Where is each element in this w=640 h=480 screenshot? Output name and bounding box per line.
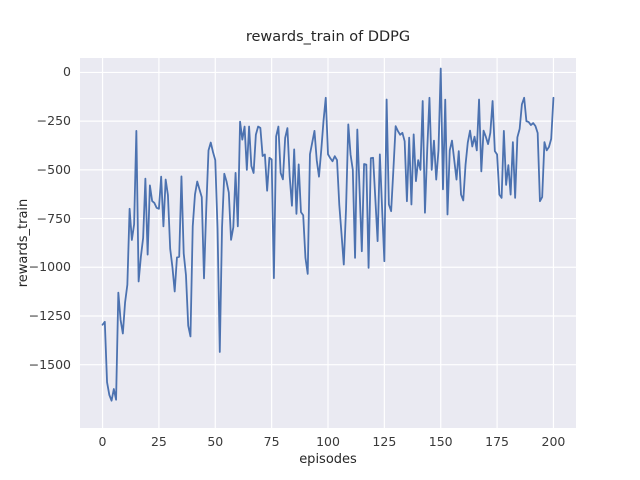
x-tick-label: 75 xyxy=(263,434,280,449)
y-tick-label: −1250 xyxy=(28,307,71,323)
x-tick-label: 100 xyxy=(316,434,340,449)
x-tick-label: 125 xyxy=(372,434,397,449)
x-tick-label: 175 xyxy=(485,434,509,449)
y-tick-label: 0 xyxy=(63,64,71,80)
series-line-rewards_train xyxy=(101,67,555,402)
x-axis-label: episodes xyxy=(299,452,357,467)
x-tick-label: 0 xyxy=(98,434,107,449)
plot-canvas xyxy=(80,58,576,428)
y-tick-label: −1000 xyxy=(28,259,71,275)
chart-title: rewards_train of DDPG xyxy=(245,29,411,45)
x-tick-label: 150 xyxy=(428,434,453,449)
x-tick-label: 200 xyxy=(541,434,566,449)
plot-area xyxy=(80,58,576,428)
x-tick-label: 25 xyxy=(150,434,167,449)
y-axis-label: rewards_train xyxy=(16,198,31,288)
y-tick-label: −250 xyxy=(36,113,71,129)
y-tick-label: −750 xyxy=(36,210,71,226)
y-tick-label: −1500 xyxy=(28,356,71,372)
y-tick-label: −500 xyxy=(36,161,71,177)
x-tick-label: 50 xyxy=(207,434,224,449)
